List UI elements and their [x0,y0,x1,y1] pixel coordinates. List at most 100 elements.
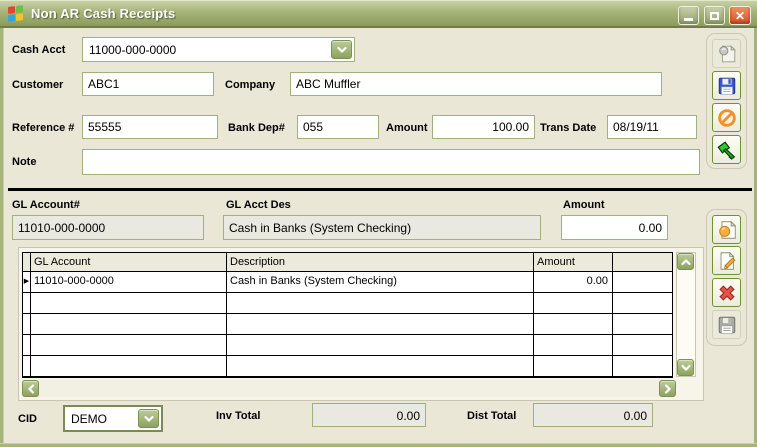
trans-date-input[interactable] [607,115,697,139]
grid-vertical-scrollbar[interactable] [676,252,696,377]
bank-dep-label: Bank Dep# [228,122,285,134]
windows-logo-icon [8,5,25,24]
save-row-disabled-icon [718,316,735,334]
amount-label: Amount [386,122,428,134]
gl-account-field: 11010-000-0000 [12,215,204,240]
gl-acct-des-field: Cash in Banks (System Checking) [223,215,541,240]
chevron-left-icon [27,383,34,394]
record-toolbar-panel [706,33,747,169]
cash-acct-value: 11000-000-0000 [89,42,177,57]
grid-cell-gl-account: 11010-000-0000 [31,272,227,292]
grid-cell-description [227,293,534,313]
grid-row-marker: ▶ [23,272,31,292]
scroll-left-button[interactable] [22,380,39,397]
grid-row-marker [23,293,31,313]
grid-cell-amount [534,314,613,334]
grid-cell-gl-account [31,356,227,376]
grid-cell-blank [613,272,672,292]
post-button[interactable] [712,135,741,164]
window-title: Non AR Cash Receipts [31,6,176,21]
amount-input[interactable] [432,115,535,139]
cid-dropdown-button[interactable] [138,409,159,428]
scroll-right-button[interactable] [659,380,676,397]
save-button[interactable] [712,71,741,100]
grid-header-row: GL Account Description Amount [23,253,672,272]
grid-row[interactable] [23,356,672,377]
grid-cell-blank [613,293,672,313]
scroll-down-button[interactable] [677,359,694,376]
grid-toolbar-panel [706,209,747,346]
grid-cell-description: Cash in Banks (System Checking) [227,272,534,292]
scroll-up-button[interactable] [677,253,694,270]
grid-cell-blank [613,356,672,376]
grid-row[interactable] [23,314,672,335]
minimize-button[interactable] [678,6,699,25]
trans-date-label: Trans Date [540,122,597,134]
company-input[interactable] [290,72,662,96]
distribution-grid-panel: GL Account Description Amount ▶ 11010-000… [18,247,704,401]
close-button[interactable]: ✕ [729,6,751,25]
grid-header-marker-cell [23,253,31,271]
delete-record-icon [718,284,735,301]
grid-row[interactable]: ▶ 11010-000-0000 Cash in Banks (System Che… [23,272,672,293]
grid-horizontal-scrollbar[interactable] [22,380,676,397]
window-border-right [754,28,757,447]
grid-row-marker [23,314,31,334]
maximize-button[interactable] [704,6,725,25]
post-hammer-icon [716,140,735,160]
cash-acct-label: Cash Acct [12,44,66,56]
chevron-down-icon [143,415,154,422]
note-disabled-icon [718,44,736,62]
grid-header-gl-account: GL Account [31,253,227,271]
reference-input[interactable] [82,115,218,139]
dist-total-field: 0.00 [533,403,653,427]
grid-cell-gl-account [31,293,227,313]
grid-cell-gl-account [31,314,227,334]
reference-label: Reference # [12,122,75,134]
section-separator [8,188,752,191]
cancel-icon [717,108,736,127]
grid-row-marker [23,335,31,355]
customer-label: Customer [12,79,64,91]
save-row-button[interactable] [712,310,741,339]
grid-row[interactable] [23,293,672,314]
new-row-button[interactable] [712,215,741,244]
grid-cell-amount [534,335,613,355]
grid-cell-description [227,335,534,355]
cash-acct-combo[interactable]: 11000-000-0000 [82,37,355,62]
cancel-button[interactable] [712,103,741,132]
grid-cell-amount: 0.00 [534,272,613,292]
new-record-icon [718,220,736,239]
delete-row-button[interactable] [712,278,741,307]
grid-cell-blank [613,335,672,355]
cid-combo[interactable]: DEMO [63,405,163,432]
distribution-grid: GL Account Description Amount ▶ 11010-000… [22,252,673,378]
note-button[interactable] [712,39,741,68]
save-icon [718,77,735,95]
grid-cell-gl-account [31,335,227,355]
grid-header-amount: Amount [534,253,613,271]
note-input[interactable] [82,149,700,175]
gl-account-label: GL Account# [12,199,80,211]
edit-row-button[interactable] [712,246,741,275]
chevron-down-icon [336,46,347,53]
grid-cell-description [227,314,534,334]
window-border-left [0,28,4,447]
cash-acct-dropdown-button[interactable] [331,40,352,59]
grid-cell-description [227,356,534,376]
bank-dep-input[interactable] [297,115,379,139]
window-border-bottom [0,443,757,447]
grid-body: ▶ 11010-000-0000 Cash in Banks (System Che… [23,272,672,377]
chevron-up-icon [680,258,691,265]
minimize-icon [684,18,693,21]
gl-acct-des-label: GL Acct Des [226,199,291,211]
grid-row-marker [23,356,31,376]
grid-header-description: Description [227,253,534,271]
dist-total-label: Dist Total [467,410,517,422]
close-icon: ✕ [734,8,746,23]
grid-cell-amount [534,293,613,313]
customer-input[interactable] [82,72,214,96]
grid-row[interactable] [23,335,672,356]
grid-header-blank [613,253,672,271]
